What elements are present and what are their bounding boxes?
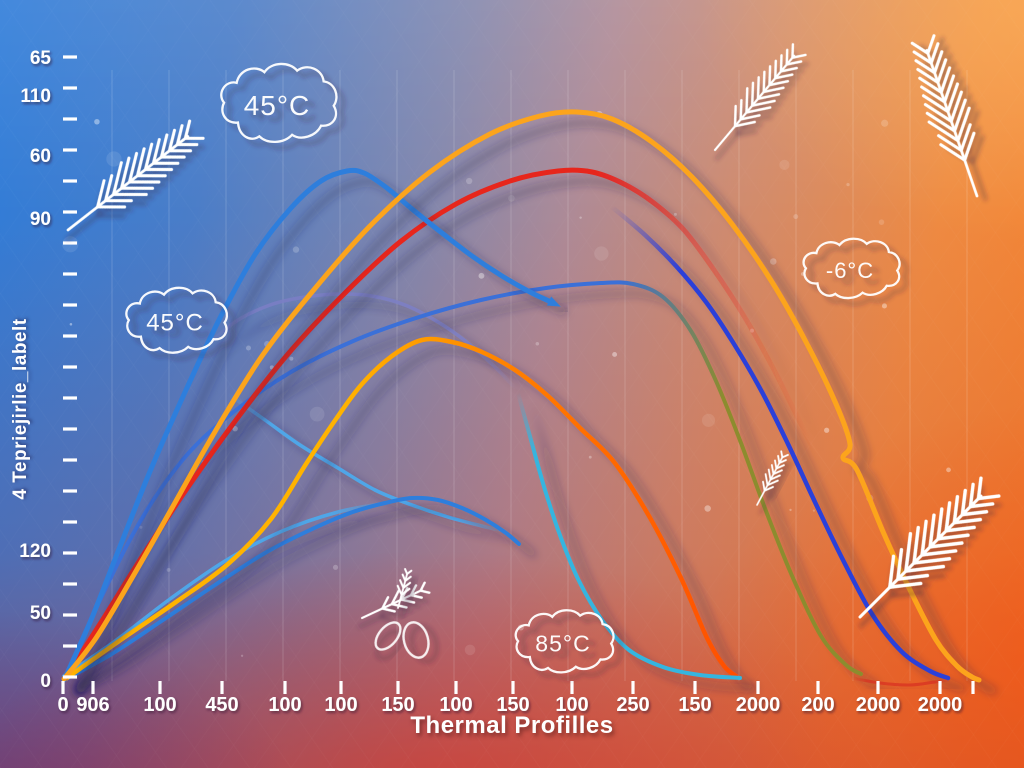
x-tick-label: 2000 [918,694,963,716]
cloud-outline-icon [804,239,900,298]
orange-mid-curve [61,336,739,683]
wheat-ear-icon [360,581,431,620]
x-axis-title: Thermal Profilles [410,712,614,739]
leaf-doodle-icon [374,621,402,651]
x-tick-label: 2000 [736,694,781,716]
y-tick-label: 50 [30,603,51,624]
medium-blue-curve [62,495,521,682]
y-tick-label: 110 [20,86,51,107]
x-tick-label: 0 [57,694,68,716]
wheat-ear-icon [66,119,205,232]
amber-curve [61,109,982,683]
cloud-outline-icon [221,64,336,142]
x-tick-label: 450 [205,694,238,716]
wheat-decorations [66,34,1001,659]
x-tick-label: 100 [555,694,588,716]
wheat-ear-icon [858,476,1001,619]
x-tick-label: 906 [76,694,109,716]
cloud-temperature-label: 85°C [535,630,590,656]
cloud-outline-icon [516,610,614,672]
steel-olive-curve [62,280,863,682]
y-tick-label: 0 [40,671,51,692]
x-tick-label: 100 [268,694,301,716]
x-tick-label: 150 [678,694,711,716]
wheat-ear-icon [396,568,413,609]
y-tick-label: 65 [30,48,52,69]
light-blue-rise-curve [62,500,394,678]
vertical-gridlines [111,70,968,681]
cloud-temperature-label: 45°C [146,310,204,337]
x-tick-label: 100 [143,694,176,716]
wheat-ear-icon [713,43,807,152]
y-tick-label: 60 [30,146,51,167]
x-tick-label: 200 [801,694,834,716]
red-curve [61,167,816,683]
wheat-ear-icon [910,34,979,198]
cloud-outline-icon [126,288,227,353]
x-tick-label: 150 [496,694,529,716]
cloud-annotation: 45°C [221,64,336,142]
royal-blue-curve [609,204,951,681]
x-tick-label: 150 [381,694,414,716]
curve-series [61,109,982,687]
cloud-temperature-label: -6°C [826,258,874,283]
teal-curve [516,391,742,680]
axes [61,53,988,694]
x-tick-label: 100 [324,694,357,716]
wheat-ear-icon [756,450,789,506]
cloud-annotation: -6°C [804,239,900,298]
x-tick-label: 250 [616,694,649,716]
background-speckles [62,110,951,657]
cloud-annotations: 45°C 45°C -6°C 85°C [126,64,899,672]
cloud-annotation: 45°C [126,288,227,353]
light-blue-fall-curve [226,392,510,534]
cloud-temperature-label: 45°C [244,90,311,121]
y-tick-label: 90 [30,209,51,230]
dodger-blue-curve-arrowhead [546,296,561,307]
leaf-doodle-icon [402,621,430,659]
x-tick-label: 100 [439,694,472,716]
y-axis-label: 4 Tepriejirlie_labelt [10,318,31,500]
x-tick-label: 2000 [856,694,901,716]
tick-labels: 65 110 60 90 120 50 00 906 100 450 100 100 150 100 150… [19,48,962,716]
y-tick-label: 120 [19,541,51,562]
dodger-blue-curve [61,167,552,683]
cloud-annotation: 85°C [516,610,614,672]
